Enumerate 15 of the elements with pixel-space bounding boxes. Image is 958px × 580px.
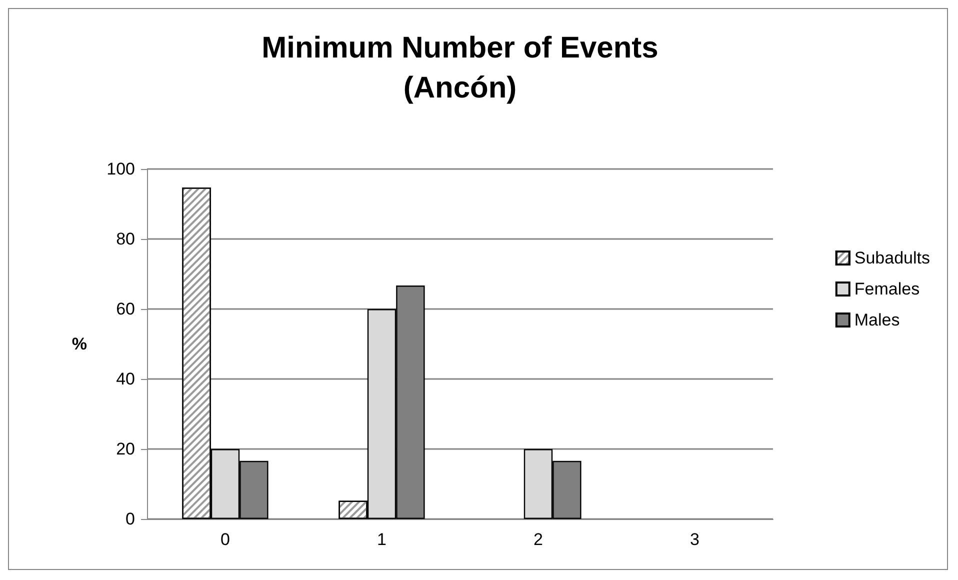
x-tick-label: 2	[534, 530, 543, 549]
legend-label: Males	[854, 310, 900, 330]
y-axis-title: %	[72, 334, 87, 354]
x-tick-label: 0	[220, 530, 230, 549]
y-tick-label: 80	[116, 230, 135, 248]
chart-title: Minimum Number of Events (Ancón)	[262, 32, 658, 104]
y-tick-label: 100	[106, 160, 135, 178]
x-tick-label: 1	[377, 530, 386, 549]
y-tick-label: 0	[126, 510, 135, 528]
legend-label: Subadults	[854, 248, 930, 268]
legend-label: Females	[854, 280, 920, 298]
y-tick-label: 40	[116, 370, 135, 388]
y-tick-label: 60	[116, 300, 135, 318]
y-tick-label: 20	[116, 440, 135, 458]
x-tick-label: 3	[690, 530, 700, 549]
